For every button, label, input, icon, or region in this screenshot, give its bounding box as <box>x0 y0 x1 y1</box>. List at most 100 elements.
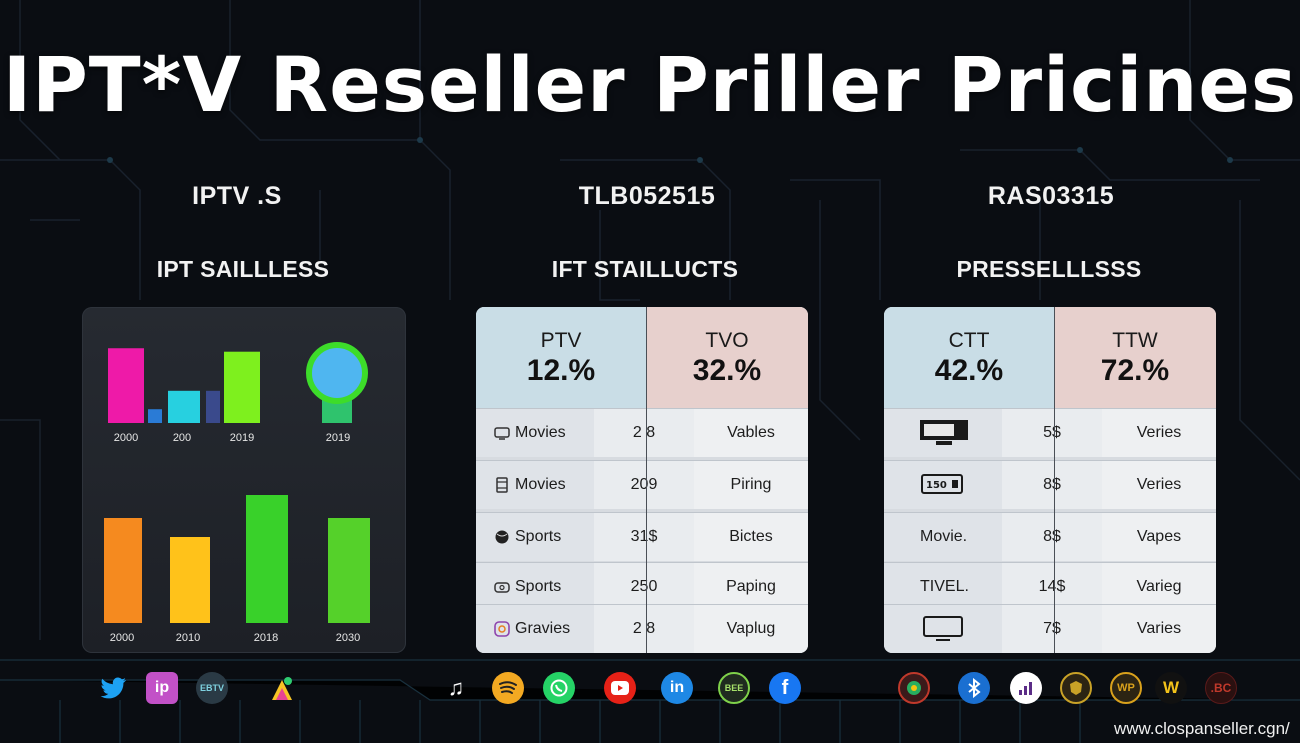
crest-icon[interactable] <box>1060 672 1092 704</box>
plan-percent: 42.% <box>934 354 1004 387</box>
bar <box>246 495 288 623</box>
x-tick-label: 2019 <box>326 432 350 444</box>
table-row: Sports 250 Paping <box>476 562 808 611</box>
row-price: 7$ <box>1002 605 1102 653</box>
row-note: Paping <box>694 563 808 611</box>
column-subheading-1: IPT SAILLLESS <box>156 256 330 282</box>
plan-name: TTW <box>1112 329 1158 352</box>
monitor-icon <box>923 616 963 641</box>
row-price: 2 8 <box>594 409 694 457</box>
column-heading-3: RAS03315 <box>987 182 1115 210</box>
row-price: 14$ <box>1002 563 1102 611</box>
ip-icon[interactable]: ip <box>146 672 178 704</box>
row-label: Sports <box>515 528 562 545</box>
x-tick-label: 2019 <box>230 432 254 444</box>
column-heading-1: IPTV .S <box>192 182 282 210</box>
row-price: 5$ <box>1002 409 1102 457</box>
table-row: 5$ Veries <box>884 408 1216 457</box>
x-tick-label: 2018 <box>254 632 278 644</box>
row-note: Vables <box>694 409 808 457</box>
table-row: TIVEL. 14$ Varieg <box>884 562 1216 611</box>
row-label: Gravies <box>515 620 571 637</box>
bar <box>148 409 162 423</box>
facebook-icon[interactable]: f <box>769 672 801 704</box>
bar <box>206 390 220 423</box>
price-table-2: CTT 42.% TTW 72.% 5$ Veries 150 8$ Verie… <box>884 307 1216 653</box>
column-subheading-3: PRESSELLLSSS <box>956 256 1142 282</box>
plan-header-right: TTW 72.% <box>1054 307 1216 408</box>
desktop-monitor-icon <box>920 420 968 445</box>
bee-icon[interactable]: BEE <box>718 672 750 704</box>
table-row: 150 8$ Veries <box>884 460 1216 509</box>
table-row: Movie. 8$ Vapes <box>884 512 1216 561</box>
row-note: Bictes <box>694 513 808 561</box>
plan-name: TVO <box>705 329 749 352</box>
twitter-icon[interactable] <box>98 672 130 704</box>
row-note: Varieg <box>1102 563 1216 611</box>
spotify-icon[interactable] <box>492 672 524 704</box>
bar <box>224 351 260 423</box>
bluetooth-icon[interactable] <box>958 672 990 704</box>
page-title: IPT*V Reseller Priller Pricines <box>2 40 1298 129</box>
column-heading-2: TLB052515 <box>578 182 716 210</box>
row-label: Movies <box>515 476 566 493</box>
row-price: 250 <box>594 563 694 611</box>
bar-circle-marker <box>306 342 368 404</box>
stadium-icon <box>494 582 510 593</box>
camera-icon <box>494 621 510 637</box>
row-note: Vaplug <box>694 605 808 653</box>
signal-bars-icon[interactable] <box>1010 672 1042 704</box>
row-note: Veries <box>1102 409 1216 457</box>
plan-header-left: CTT 42.% <box>884 307 1054 408</box>
plan-percent: 12.% <box>526 354 596 387</box>
plan-percent: 32.% <box>692 354 762 387</box>
colorful-logo-icon[interactable] <box>266 672 298 704</box>
w-icon[interactable]: W <box>1155 672 1187 704</box>
bar-chart-panel: 2000 200 2019 2019 2000 2010 2018 2030 <box>82 307 406 653</box>
bar <box>168 390 200 423</box>
ebtv-icon[interactable]: EBTV <box>196 672 228 704</box>
row-label: Movie. <box>884 513 1002 561</box>
bar <box>108 348 144 423</box>
table-row: Movies 2 8 Vables <box>476 408 808 457</box>
whatsapp-icon[interactable] <box>543 672 575 704</box>
youtube-icon[interactable] <box>604 672 636 704</box>
table-row: Gravies 2 8 Vaplug <box>476 604 808 653</box>
row-price: 209 <box>594 461 694 509</box>
row-label: TIVEL. <box>884 563 1002 611</box>
footer-url[interactable]: www.clospanseller.cgn/ <box>1114 719 1290 738</box>
row-note: Piring <box>694 461 808 509</box>
plan-header-right: TVO 32.% <box>646 307 808 408</box>
row-price: 31$ <box>594 513 694 561</box>
x-tick-label: 2030 <box>336 632 360 644</box>
plan-header-left: PTV 12.% <box>476 307 646 408</box>
row-price: 8$ <box>1002 461 1102 509</box>
row-price: 2 8 <box>594 605 694 653</box>
table-row: Sports 31$ Bictes <box>476 512 808 561</box>
bar <box>170 537 210 623</box>
table-row: Movies 209 Piring <box>476 460 808 509</box>
row-note: Varies <box>1102 605 1216 653</box>
table-row: 7$ Varies <box>884 604 1216 653</box>
bc-icon[interactable]: .BC <box>1205 672 1237 704</box>
table-divider <box>646 307 647 653</box>
row-note: Vapes <box>1102 513 1216 561</box>
film-strip-icon <box>496 477 508 493</box>
row-note: Veries <box>1102 461 1216 509</box>
svg-text:150: 150 <box>926 480 947 491</box>
table-divider <box>1054 307 1055 653</box>
badge-emblem-icon[interactable] <box>898 672 930 704</box>
tv-outline-icon <box>494 427 510 440</box>
wp-gold-icon[interactable]: WP <box>1110 672 1142 704</box>
plan-percent: 72.% <box>1100 354 1170 387</box>
music-note-icon[interactable]: ♫ <box>447 675 465 700</box>
bar <box>104 518 142 623</box>
sports-ball-icon <box>495 530 509 544</box>
row-price: 8$ <box>1002 513 1102 561</box>
bar-chart: 2000 200 2019 2019 2000 2010 2018 2030 <box>104 342 370 644</box>
plan-name: CTT <box>948 329 990 352</box>
price-table-1: PTV 12.% TVO 32.% Movies 2 8 Vables Movi… <box>476 307 808 653</box>
x-tick-label: 2000 <box>114 432 138 444</box>
linkedin-icon[interactable]: in <box>661 672 693 704</box>
column-subheading-2: IFT STAILLUCTS <box>551 256 739 282</box>
